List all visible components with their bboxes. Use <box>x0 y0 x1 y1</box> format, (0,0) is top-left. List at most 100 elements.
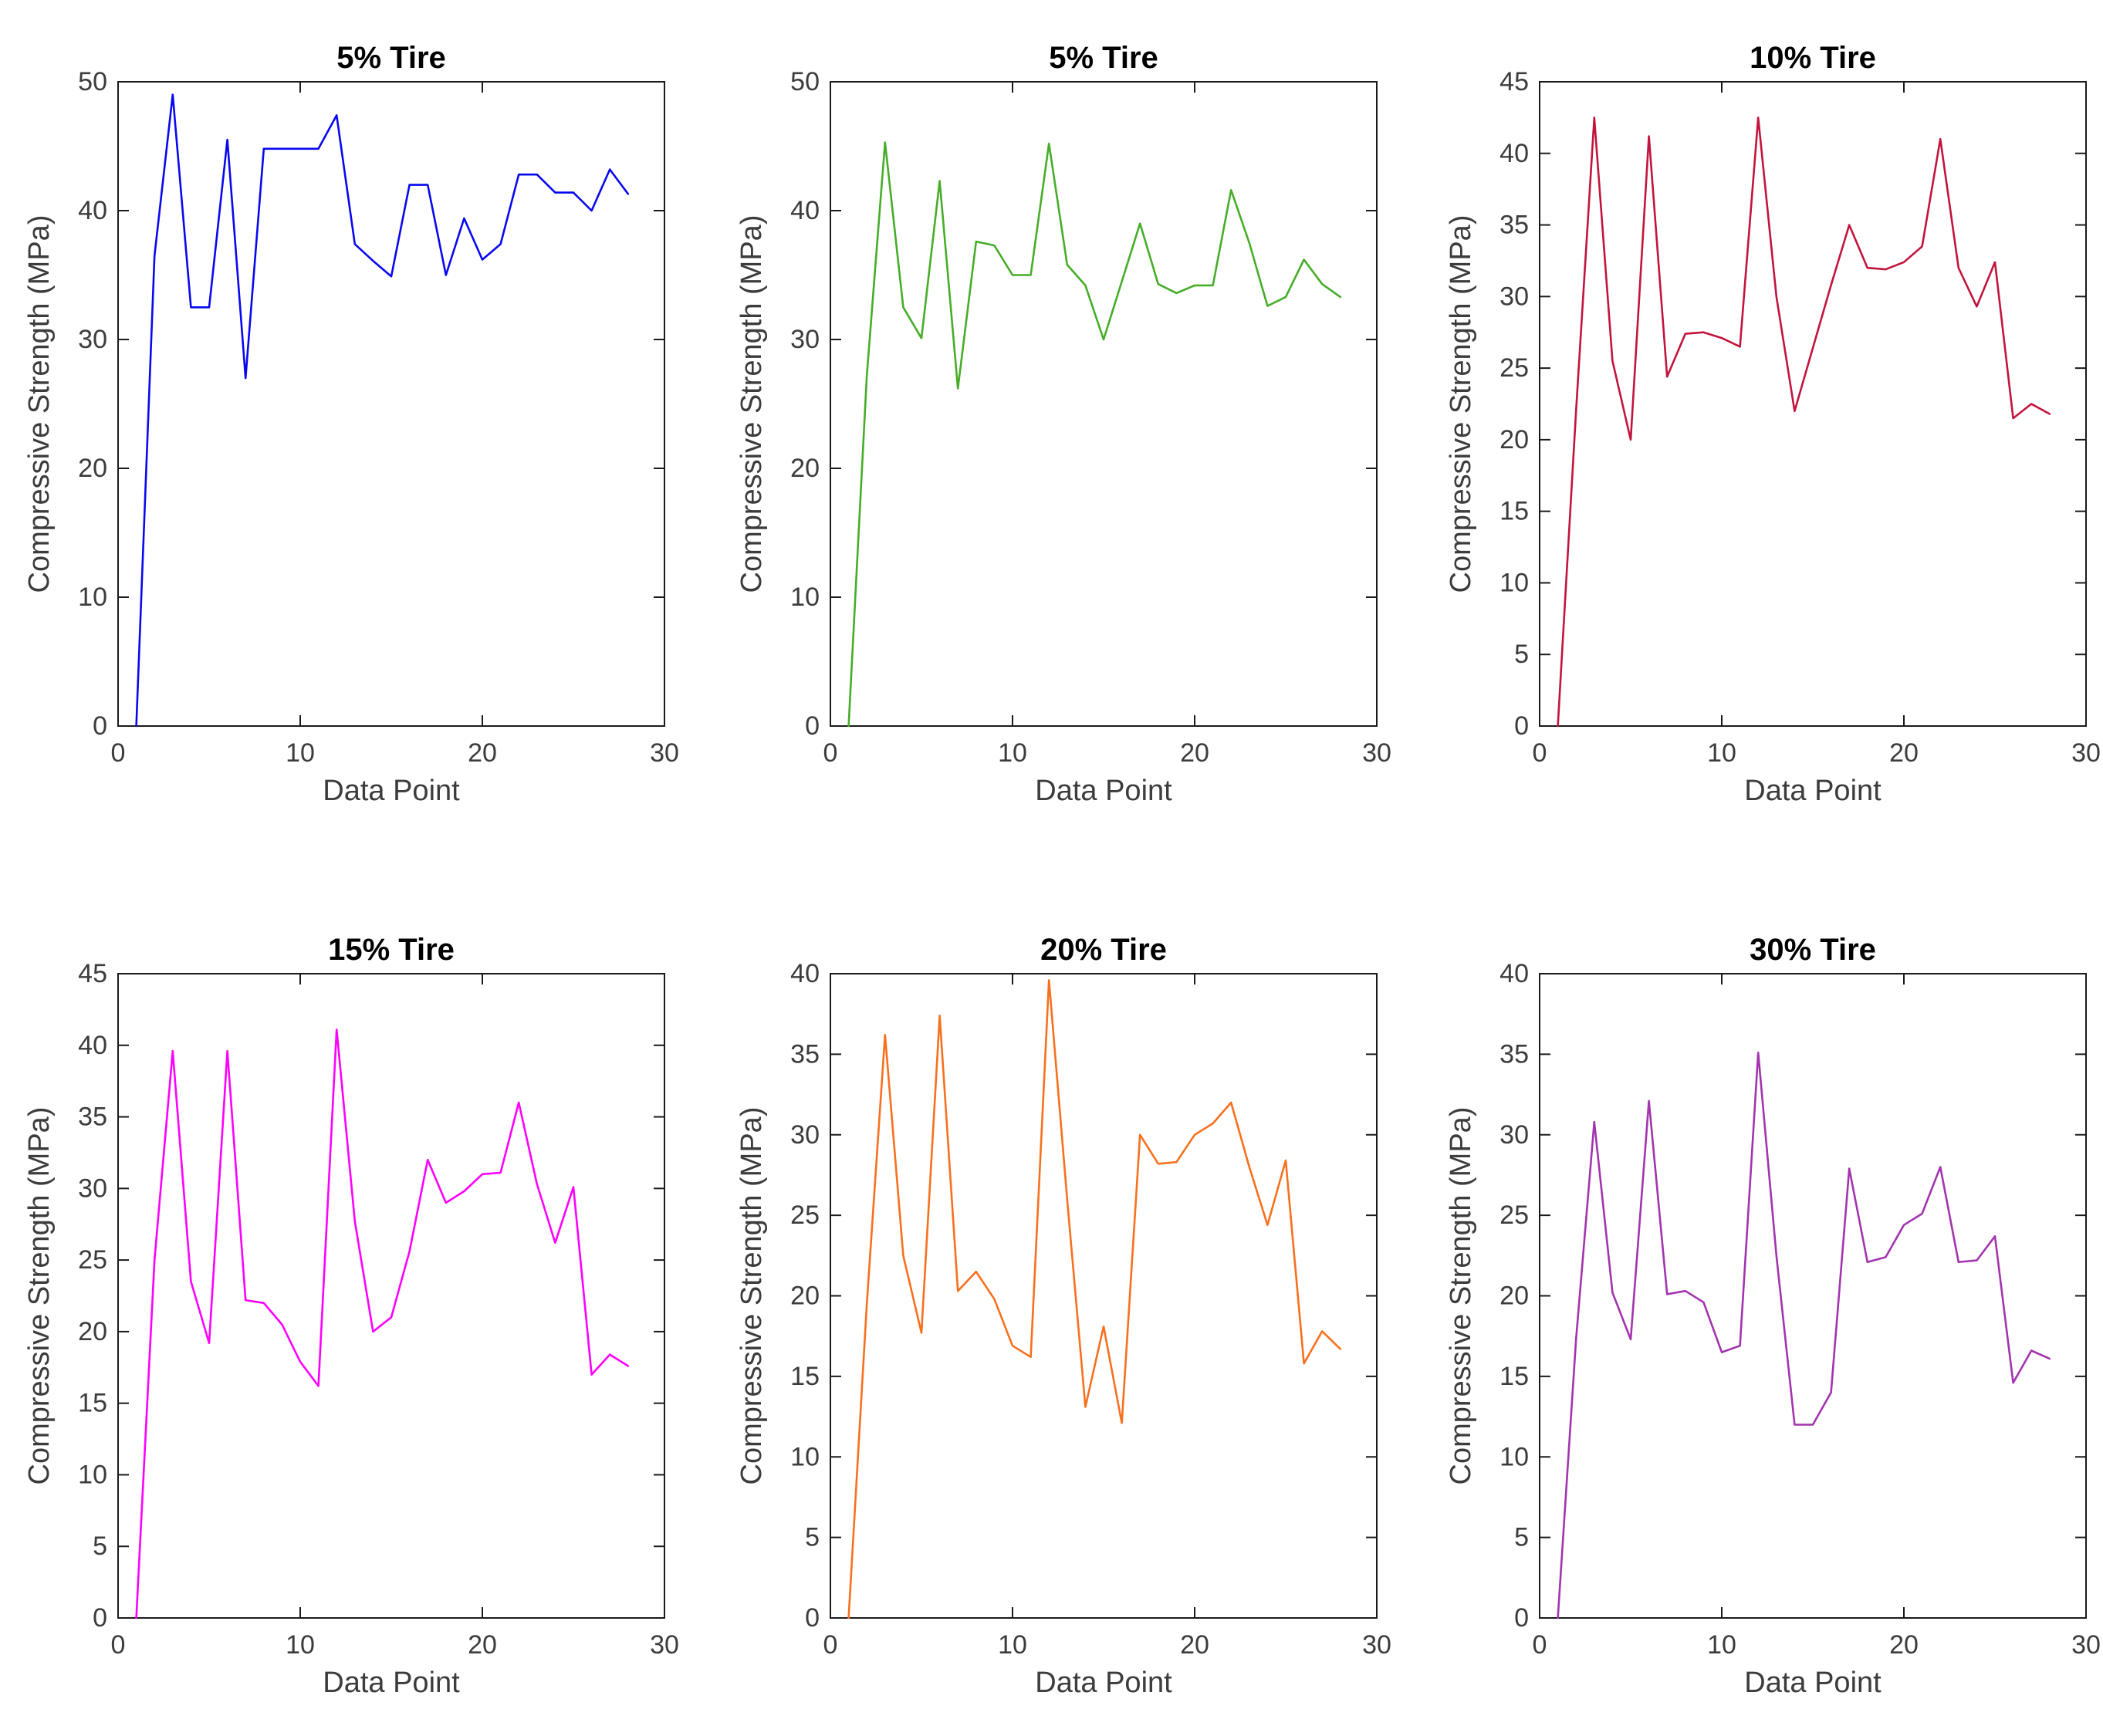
data-series-line <box>847 141 1342 728</box>
x-tick-label: 20 <box>1180 738 1209 768</box>
x-tick-label: 30 <box>2071 738 2101 768</box>
y-tick-label: 25 <box>78 1245 107 1275</box>
chart-title: 10% Tire <box>1750 41 1876 75</box>
y-tick-label: 10 <box>1499 568 1529 597</box>
chart-title: 30% Tire <box>1750 933 1876 967</box>
x-tick-label: 30 <box>1362 738 1391 768</box>
x-tick-label: 0 <box>823 738 838 768</box>
chart-title: 20% Tire <box>1040 933 1167 967</box>
data-series-line <box>1557 117 2051 728</box>
x-tick-label: 20 <box>468 738 497 768</box>
y-tick-label: 10 <box>790 1442 820 1471</box>
x-axis-label: Data Point <box>1744 1667 1882 1699</box>
subplot-5pct-tire-1: 5% Tire Data Point Compressive Strength (M… <box>23 41 679 807</box>
x-tick-label: 20 <box>1889 1630 1919 1660</box>
y-tick-label: 5 <box>1514 1523 1529 1552</box>
chart-title: 5% Tire <box>336 41 446 75</box>
x-tick-label: 0 <box>1533 1630 1547 1660</box>
y-tick-label: 35 <box>1499 1039 1529 1069</box>
x-tick-label: 0 <box>111 1630 126 1660</box>
data-series-line <box>135 93 630 728</box>
y-tick-label: 25 <box>1499 1201 1529 1230</box>
y-tick-label: 25 <box>790 1201 820 1230</box>
x-tick-label: 10 <box>1707 738 1736 768</box>
x-tick-label: 30 <box>650 1630 679 1660</box>
x-tick-label: 0 <box>1533 738 1547 768</box>
y-tick-label: 0 <box>93 711 107 741</box>
x-tick-label: 0 <box>111 738 126 768</box>
y-tick-label: 30 <box>78 1174 107 1203</box>
y-tick-label: 0 <box>1514 1603 1529 1633</box>
axes-box <box>830 81 1378 727</box>
y-axis-label: Compressive Strength (MPa) <box>23 215 56 593</box>
y-tick-label: 15 <box>1499 497 1529 526</box>
y-tick-label: 40 <box>790 959 820 988</box>
x-tick-label: 20 <box>468 1630 497 1660</box>
y-tick-label: 20 <box>78 1317 107 1346</box>
y-tick-label: 45 <box>78 959 107 988</box>
y-tick-label: 10 <box>1499 1442 1529 1471</box>
y-tick-label: 40 <box>1499 139 1529 168</box>
subplot-20pct-tire: 20% Tire Data Point Compressive Strength (… <box>735 933 1391 1699</box>
y-tick-label: 20 <box>790 454 820 483</box>
y-tick-label: 20 <box>78 454 107 483</box>
y-tick-label: 30 <box>790 1120 820 1150</box>
axes-box <box>1539 973 2087 1619</box>
y-axis-label: Compressive Strength (MPa) <box>735 1107 768 1485</box>
y-tick-label: 40 <box>78 1031 107 1060</box>
y-tick-label: 40 <box>1499 959 1529 988</box>
y-tick-label: 40 <box>790 196 820 225</box>
y-tick-label: 0 <box>93 1603 107 1633</box>
data-series-line <box>1557 1052 2051 1619</box>
y-axis-label: Compressive Strength (MPa) <box>1445 215 1477 593</box>
y-tick-label: 20 <box>1499 425 1529 454</box>
subplot-5pct-tire-2: 5% Tire Data Point Compressive Strength (M… <box>735 41 1391 807</box>
x-tick-label: 10 <box>286 1630 315 1660</box>
y-tick-label: 0 <box>1514 711 1529 741</box>
x-tick-label: 30 <box>2071 1630 2101 1660</box>
subplot-10pct-tire: 10% Tire Data Point Compressive Strength (… <box>1445 41 2101 807</box>
axes-box <box>117 973 665 1619</box>
y-tick-label: 40 <box>78 196 107 225</box>
y-tick-label: 10 <box>790 583 820 612</box>
y-tick-label: 0 <box>805 711 820 741</box>
x-axis-label: Data Point <box>1035 775 1172 807</box>
x-axis-label: Data Point <box>1744 775 1882 807</box>
y-tick-label: 30 <box>790 325 820 354</box>
axes-box <box>1539 81 2087 727</box>
y-tick-label: 35 <box>1499 211 1529 240</box>
axes-box <box>830 973 1378 1619</box>
y-tick-label: 30 <box>1499 1120 1529 1150</box>
chart-title: 5% Tire <box>1049 41 1158 75</box>
x-tick-label: 10 <box>998 1630 1027 1660</box>
y-tick-label: 25 <box>1499 353 1529 383</box>
y-axis-label: Compressive Strength (MPa) <box>1445 1107 1477 1485</box>
y-tick-label: 15 <box>1499 1362 1529 1391</box>
x-tick-label: 30 <box>1362 1630 1391 1660</box>
y-tick-label: 5 <box>1514 640 1529 669</box>
y-tick-label: 15 <box>78 1389 107 1418</box>
y-tick-label: 35 <box>78 1103 107 1132</box>
x-axis-label: Data Point <box>323 1667 460 1699</box>
x-tick-label: 30 <box>650 738 679 768</box>
y-tick-label: 20 <box>790 1282 820 1311</box>
y-tick-label: 30 <box>1499 282 1529 311</box>
y-tick-label: 20 <box>1499 1282 1529 1311</box>
y-tick-label: 30 <box>78 325 107 354</box>
x-axis-label: Data Point <box>1035 1667 1172 1699</box>
x-axis-label: Data Point <box>323 775 460 807</box>
y-tick-label: 50 <box>790 67 820 96</box>
x-tick-label: 0 <box>823 1630 838 1660</box>
x-tick-label: 10 <box>998 738 1027 768</box>
y-tick-label: 10 <box>78 583 107 612</box>
y-axis-label: Compressive Strength (MPa) <box>735 215 768 593</box>
y-tick-label: 35 <box>790 1039 820 1069</box>
y-tick-label: 45 <box>1499 67 1529 96</box>
y-tick-label: 5 <box>805 1523 820 1552</box>
y-tick-label: 5 <box>93 1532 107 1561</box>
y-tick-label: 0 <box>805 1603 820 1633</box>
subplot-30pct-tire: 30% Tire Data Point Compressive Strength (… <box>1445 933 2101 1699</box>
x-tick-label: 10 <box>1707 1630 1736 1660</box>
axes-box <box>117 81 665 727</box>
